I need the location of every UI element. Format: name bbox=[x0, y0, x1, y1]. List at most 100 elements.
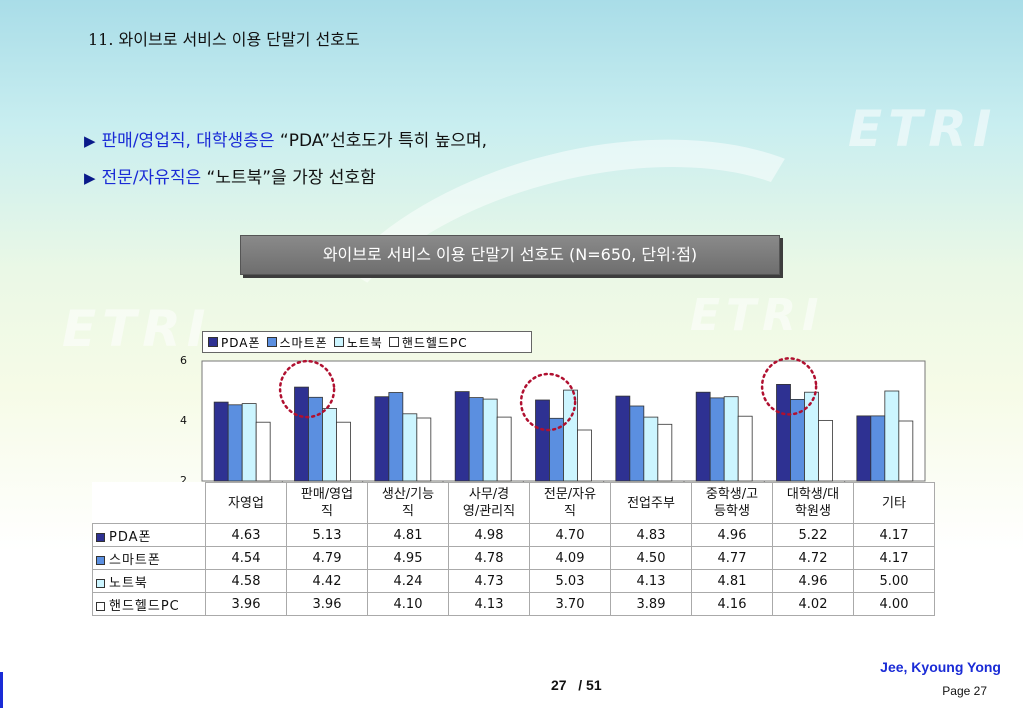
bar-pda bbox=[454, 391, 470, 482]
table-cell: 3.96 bbox=[205, 592, 287, 616]
bar-pda bbox=[374, 396, 390, 482]
row-swatch-pda bbox=[96, 532, 105, 542]
table-cell: 4.72 bbox=[772, 546, 854, 570]
bar-notebook bbox=[402, 413, 418, 482]
table-cell: 4.00 bbox=[853, 592, 935, 616]
highlight-circle bbox=[760, 357, 818, 416]
y-tick-label: 2 bbox=[180, 474, 187, 487]
etri-watermark: ETRI bbox=[62, 300, 212, 358]
table-cell: 4.73 bbox=[448, 569, 530, 593]
table-cell: 4.77 bbox=[691, 546, 773, 570]
bullet-1-text: “PDA”선호도가 특히 높으며, bbox=[274, 131, 488, 151]
table-cell: 4.81 bbox=[691, 569, 773, 593]
bar-notebook bbox=[884, 390, 900, 482]
row-swatch-handheld bbox=[96, 601, 105, 611]
bar-smartphone bbox=[468, 397, 484, 482]
highlight-circle bbox=[278, 359, 336, 419]
table-row: 핸드헬드PC 3.96 3.96 4.10 4.13 3.70 3.89 4.1… bbox=[92, 592, 935, 616]
table-cell: 4.02 bbox=[772, 592, 854, 616]
left-accent-bar bbox=[0, 672, 3, 708]
table-cell: 5.00 bbox=[853, 569, 935, 593]
bar-handheld bbox=[898, 420, 914, 482]
bar-pda bbox=[776, 383, 791, 482]
legend-label: 노트북 bbox=[346, 335, 383, 350]
chart-title-banner: 와이브로 서비스 이용 단말기 선호도 (N=650, 단위:점) bbox=[240, 235, 780, 275]
table-cell: 3.70 bbox=[529, 592, 611, 616]
table-header-row: 자영업 판매/영업 직 생산/기능 직 사무/경 영/관리직 전문/자유 직 전업주부 … bbox=[93, 482, 935, 524]
row-swatch-notebook bbox=[96, 578, 105, 588]
legend-label: 핸드헬드PC bbox=[401, 335, 468, 350]
bar-notebook bbox=[241, 403, 257, 482]
table-cell: 4.16 bbox=[691, 592, 773, 616]
bar-smartphone bbox=[308, 396, 323, 482]
row-label: PDA폰 bbox=[92, 523, 206, 547]
table-cell: 5.22 bbox=[772, 523, 854, 547]
bullet-1-highlight: 판매/영업직, 대학생층은 bbox=[101, 131, 275, 151]
bar-handheld bbox=[496, 416, 512, 482]
bar-notebook bbox=[804, 391, 819, 482]
table-cell: 4.98 bbox=[448, 523, 530, 547]
table-cell: 5.13 bbox=[286, 523, 368, 547]
table-cell: 4.63 bbox=[205, 523, 287, 547]
bar-pda bbox=[535, 399, 550, 482]
slide-pager: 27 / 51 bbox=[551, 677, 602, 693]
table-cell: 4.13 bbox=[448, 592, 530, 616]
legend-item-handheld: 핸드헬드PC bbox=[388, 334, 468, 351]
table-corner bbox=[93, 483, 206, 524]
legend-label: PDA폰 bbox=[221, 335, 261, 350]
legend-label: 스마트폰 bbox=[279, 335, 328, 350]
bar-notebook bbox=[322, 407, 337, 482]
chart-legend: PDA폰 스마트폰 노트북 핸드헬드PC bbox=[202, 331, 532, 353]
bar-notebook bbox=[643, 416, 659, 482]
bar-smartphone bbox=[870, 415, 886, 482]
table-cell: 3.96 bbox=[286, 592, 368, 616]
triangle-bullet-icon: ▶ bbox=[84, 132, 96, 150]
bar-pda bbox=[695, 391, 711, 482]
table-cell: 4.81 bbox=[367, 523, 449, 547]
table-cell: 4.70 bbox=[529, 523, 611, 547]
table-cell: 4.54 bbox=[205, 546, 287, 570]
bar-handheld bbox=[255, 421, 271, 482]
bar-notebook bbox=[482, 398, 498, 482]
page-title-number: 11. bbox=[88, 30, 114, 49]
legend-item-notebook: 노트북 bbox=[333, 334, 383, 351]
bar-smartphone bbox=[227, 404, 243, 482]
legend-swatch-smartphone bbox=[266, 337, 277, 347]
table-row: 스마트폰 4.54 4.79 4.95 4.78 4.09 4.50 4.77 … bbox=[92, 546, 935, 570]
data-table: 자영업 판매/영업 직 생산/기능 직 사무/경 영/관리직 전문/자유 직 전업주부 … bbox=[92, 482, 935, 616]
row-label: 스마트폰 bbox=[92, 546, 206, 570]
table-row: PDA폰 4.63 5.13 4.81 4.98 4.70 4.83 4.96 … bbox=[92, 523, 935, 547]
bar-smartphone bbox=[629, 405, 645, 482]
y-tick-label: 6 bbox=[180, 354, 187, 367]
table-cell: 4.10 bbox=[367, 592, 449, 616]
table-cell: 4.58 bbox=[205, 569, 287, 593]
bullet-2: ▶ 전문/자유직은 “노트북”을 가장 선호함 bbox=[84, 163, 376, 188]
page-title: 11. 와이브로 서비스 이용 단말기 선호도 bbox=[88, 26, 360, 50]
table-cell: 4.83 bbox=[610, 523, 692, 547]
table-cell: 4.78 bbox=[448, 546, 530, 570]
bar-pda bbox=[213, 401, 229, 482]
bar-handheld bbox=[737, 415, 753, 482]
author-name: Jee, Kyoung Yong bbox=[880, 659, 1001, 675]
bar-pda bbox=[294, 386, 309, 482]
bar-handheld bbox=[657, 423, 673, 482]
bar-handheld bbox=[416, 417, 432, 482]
table-cell: 4.09 bbox=[529, 546, 611, 570]
table-cell: 4.96 bbox=[691, 523, 773, 547]
bullet-1: ▶ 판매/영업직, 대학생층은 “PDA”선호도가 특히 높으며, bbox=[84, 126, 487, 151]
category-header: 대학생/대 학원생 bbox=[772, 482, 854, 524]
category-header: 기타 bbox=[853, 482, 935, 524]
row-label: 핸드헬드PC bbox=[92, 592, 206, 616]
category-header: 사무/경 영/관리직 bbox=[448, 482, 530, 524]
page-title-text: 와이브로 서비스 이용 단말기 선호도 bbox=[118, 30, 360, 49]
category-header: 자영업 bbox=[205, 482, 287, 524]
category-header: 생산/기능 직 bbox=[367, 482, 449, 524]
category-header: 전문/자유 직 bbox=[529, 482, 611, 524]
bullet-2-text: “노트북”을 가장 선호함 bbox=[201, 168, 376, 188]
table-cell: 4.24 bbox=[367, 569, 449, 593]
triangle-bullet-icon: ▶ bbox=[84, 169, 96, 187]
table-cell: 4.42 bbox=[286, 569, 368, 593]
legend-swatch-handheld bbox=[388, 337, 399, 347]
table-cell: 5.03 bbox=[529, 569, 611, 593]
category-header: 판매/영업 직 bbox=[286, 482, 368, 524]
